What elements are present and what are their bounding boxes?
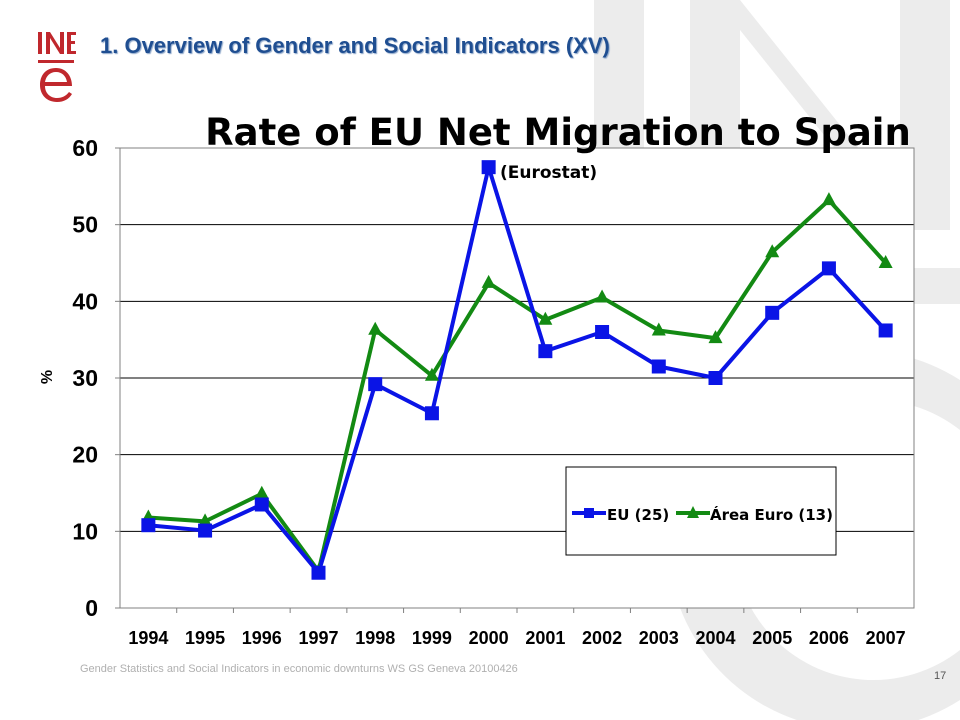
x-tick-label: 2003 (639, 628, 679, 648)
y-tick-label: 60 (72, 135, 98, 161)
data-point-eu25 (538, 344, 553, 359)
data-point-eu25 (424, 406, 439, 421)
chart-subtitle: (Eurostat) (500, 163, 597, 183)
x-tick-label: 2000 (469, 628, 509, 648)
data-point-eu25 (765, 305, 780, 320)
data-point-euro13 (821, 192, 836, 206)
data-point-eu25 (368, 377, 383, 392)
y-tick-labels: 0 10 20 30 40 50 60 (72, 135, 98, 621)
ine-logo (38, 32, 76, 102)
data-point-euro13 (651, 322, 666, 336)
data-point-euro13 (595, 289, 610, 303)
data-point-eu25 (198, 523, 213, 538)
footer-text: Gender Statistics and Social Indicators … (80, 663, 518, 675)
data-point-euro13 (481, 274, 496, 288)
data-point-eu25 (878, 323, 893, 338)
x-tick-label: 2001 (525, 628, 565, 648)
x-tick-label: 2005 (752, 628, 792, 648)
series-lines (148, 165, 888, 575)
series-line-eu25 (148, 165, 888, 575)
data-point-eu25 (481, 160, 496, 175)
x-tick-label: 1996 (242, 628, 282, 648)
data-point-eu25 (141, 518, 156, 533)
data-point-eu25 (708, 371, 723, 385)
x-tick-label: 1994 (128, 628, 168, 648)
series-markers (141, 160, 893, 580)
data-point-euro13 (878, 255, 893, 268)
legend-euro-marker (687, 506, 699, 518)
y-tick-label: 50 (72, 212, 98, 238)
x-tick-label: 2007 (866, 628, 906, 648)
legend-eu-label: EU (25) (607, 506, 669, 524)
data-point-euro13 (198, 513, 213, 527)
data-point-euro13 (538, 311, 553, 325)
data-point-eu25 (595, 325, 610, 339)
data-point-eu25 (311, 565, 326, 580)
x-tick-label: 1997 (298, 628, 338, 648)
data-point-euro13 (254, 485, 269, 499)
x-tick-label: 1995 (185, 628, 225, 648)
page-number: 17 (934, 670, 947, 682)
y-tick-label: 10 (72, 518, 98, 544)
y-tick-label: 30 (72, 365, 98, 391)
y-tick-label: 40 (72, 288, 98, 314)
slide-title: 1. Overview of Gender and Social Indicat… (100, 33, 610, 58)
chart-title: Rate of EU Net Migration to Spain (205, 111, 911, 154)
x-tick-labels: 1994 1995 1996 1997 1998 1999 2000 2001 2002 2003… (128, 608, 906, 648)
legend-euro-label: Área Euro (13) (710, 505, 833, 524)
data-point-eu25 (821, 261, 836, 276)
data-point-euro13 (424, 367, 439, 381)
x-tick-label: 2006 (809, 628, 849, 648)
data-point-euro13 (765, 244, 780, 258)
y-tick-label: 0 (85, 595, 98, 621)
data-point-euro13 (368, 321, 383, 335)
series-line-euro13 (148, 198, 888, 574)
data-point-euro13 (708, 330, 723, 344)
data-point-eu25 (254, 497, 269, 512)
y-axis-label: % (39, 370, 56, 384)
data-point-eu25 (651, 359, 666, 374)
y-tick-label: 20 (72, 442, 98, 468)
x-tick-label: 2004 (695, 628, 735, 648)
x-tick-label: 2002 (582, 628, 622, 648)
legend-eu-marker (584, 508, 594, 518)
legend: EU (25) Área Euro (13) (565, 466, 837, 556)
x-tick-label: 1998 (355, 628, 395, 648)
x-tick-label: 1999 (412, 628, 452, 648)
